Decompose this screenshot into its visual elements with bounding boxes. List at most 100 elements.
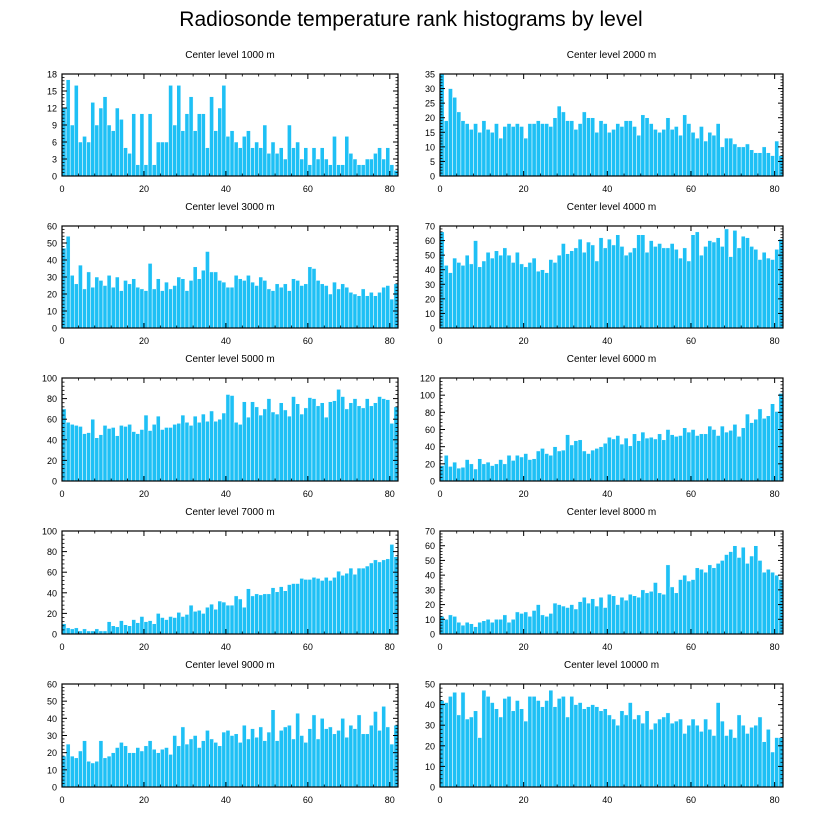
histogram-bar <box>581 111 587 177</box>
histogram-bar <box>315 158 321 177</box>
histogram-bar <box>686 260 692 329</box>
histogram-bar <box>283 409 288 482</box>
histogram-bar <box>707 240 713 329</box>
histogram-bar <box>373 153 378 177</box>
histogram-bar <box>598 120 604 177</box>
histogram-bar <box>311 268 317 329</box>
histogram-bar <box>233 275 239 329</box>
histogram-bar <box>648 123 654 177</box>
histogram-bar <box>594 448 600 482</box>
histogram-bar <box>127 424 132 482</box>
x-tick-label: 0 <box>59 795 64 805</box>
histogram-bar <box>728 256 734 329</box>
histogram-bar <box>352 293 358 329</box>
histogram-bar <box>623 254 629 329</box>
histogram-bar <box>527 696 533 788</box>
histogram-bar <box>745 237 750 329</box>
histogram-bar <box>569 696 575 788</box>
x-tick-label: 40 <box>221 184 231 194</box>
histogram-bar <box>352 158 358 177</box>
histogram-bar <box>561 449 566 482</box>
histogram-bar <box>757 259 763 329</box>
histogram-bar <box>636 596 642 635</box>
histogram-bar <box>356 164 362 177</box>
histogram-bar <box>740 427 746 482</box>
histogram-bar <box>295 141 300 177</box>
x-tick-label: 80 <box>770 336 780 346</box>
histogram-bar <box>594 605 600 635</box>
histogram-bar <box>661 594 667 635</box>
y-tick-label: 35 <box>425 70 435 80</box>
histogram-bar <box>761 741 767 788</box>
histogram-bar <box>164 747 169 788</box>
x-tick-label: 40 <box>602 184 612 194</box>
histogram-bar <box>332 577 337 635</box>
histogram-bar <box>291 738 296 788</box>
histogram-bar <box>552 117 558 177</box>
histogram-bar <box>385 147 391 177</box>
histogram-bar <box>192 130 198 177</box>
y-tick-label: 80 <box>425 408 435 418</box>
y-tick-label: 40 <box>425 700 435 710</box>
histogram-bar <box>377 730 382 788</box>
histogram-bar <box>665 712 671 788</box>
histogram-bar <box>172 424 177 482</box>
histogram-bar <box>61 755 67 788</box>
histogram-bar <box>151 424 157 482</box>
histogram-bar <box>287 415 292 482</box>
histogram-bar <box>602 123 608 177</box>
histogram-bar <box>464 718 470 788</box>
histogram-bar <box>270 709 276 788</box>
histogram-bar <box>250 728 255 788</box>
histogram-panel-7: Center level 7000 m 0 20 40 60 80 100 0 20 40 60 80 <box>42 507 399 652</box>
histogram-bar <box>473 626 478 635</box>
histogram-bar <box>724 228 729 329</box>
histogram-bar <box>632 433 637 482</box>
y-tick-label: 40 <box>47 588 57 598</box>
y-tick-label: 50 <box>425 251 435 261</box>
histogram-bar <box>753 418 759 482</box>
histogram-bar <box>678 134 683 177</box>
histogram-bar <box>278 586 284 635</box>
histogram-bar <box>151 288 157 329</box>
histogram-bar <box>229 286 235 329</box>
histogram-panel-1: Center level 1000 m 0 3 6 9 12 15 18 0 20 40 60 80 <box>47 50 399 194</box>
x-tick-label: 80 <box>770 184 780 194</box>
histogram-bar <box>209 603 214 635</box>
histogram-bar <box>274 413 280 482</box>
panel-title: Center level 5000 m <box>185 354 275 365</box>
histogram-bar <box>644 592 650 635</box>
histogram-bar <box>307 728 313 788</box>
histogram-bar <box>155 278 161 329</box>
x-tick-label: 40 <box>221 336 231 346</box>
histogram-bar <box>590 704 596 788</box>
histogram-bar <box>535 450 541 482</box>
histogram-bar <box>519 126 524 177</box>
histogram-bar <box>237 424 243 482</box>
x-tick-label: 60 <box>686 336 696 346</box>
histogram-bar <box>295 280 300 329</box>
histogram-bar <box>229 735 235 788</box>
histogram-bar <box>452 616 457 635</box>
histogram-bar <box>221 601 227 635</box>
histogram-bar <box>749 555 754 635</box>
histogram-bar <box>221 412 227 482</box>
histogram-bar <box>728 729 734 788</box>
histogram-bar <box>360 733 366 788</box>
histogram-bar <box>184 614 190 635</box>
histogram-bar <box>678 257 683 329</box>
histogram-bar <box>196 278 202 329</box>
histogram-bar <box>352 728 358 788</box>
histogram-bar <box>160 290 165 329</box>
histogram-bar <box>213 130 218 177</box>
y-tick-label: 20 <box>425 294 435 304</box>
histogram-bar <box>82 136 87 177</box>
histogram-bar <box>556 450 562 482</box>
histogram-bar <box>506 696 512 788</box>
y-tick-label: 20 <box>47 748 57 758</box>
histogram-bar <box>164 141 169 177</box>
histogram-bar <box>78 264 83 329</box>
histogram-bar <box>82 740 87 788</box>
histogram-bar <box>352 398 358 482</box>
histogram-bar <box>94 628 100 635</box>
